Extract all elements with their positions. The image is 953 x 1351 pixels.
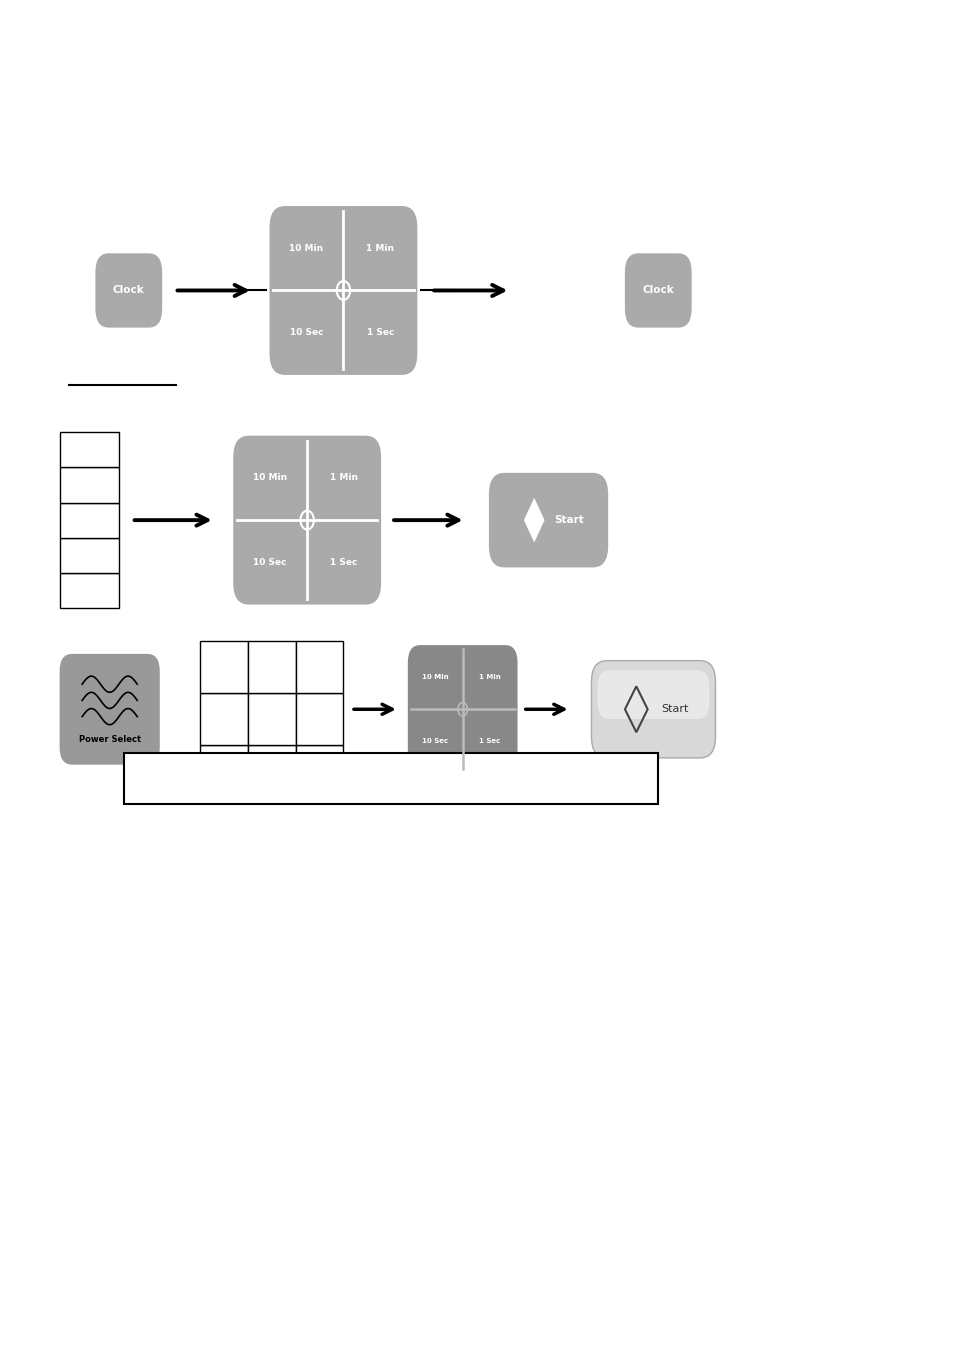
- FancyBboxPatch shape: [597, 670, 709, 719]
- Text: Start: Start: [660, 704, 687, 715]
- Text: Clock: Clock: [112, 285, 145, 296]
- Bar: [295, 640, 343, 693]
- Bar: [248, 693, 295, 744]
- FancyBboxPatch shape: [95, 253, 162, 328]
- Text: 10 Min: 10 Min: [253, 473, 287, 482]
- Bar: [124, 753, 658, 804]
- Polygon shape: [524, 499, 543, 542]
- Text: 10 Sec: 10 Sec: [290, 328, 323, 338]
- FancyBboxPatch shape: [488, 473, 607, 567]
- Bar: [60, 432, 119, 467]
- Bar: [200, 693, 248, 744]
- Text: Start: Start: [554, 515, 584, 526]
- Bar: [248, 744, 295, 797]
- Bar: [248, 640, 295, 693]
- Bar: [295, 744, 343, 797]
- Text: 1 Sec: 1 Sec: [479, 739, 500, 744]
- Text: 10 Min: 10 Min: [289, 243, 323, 253]
- Text: 10 Sec: 10 Sec: [422, 739, 448, 744]
- FancyBboxPatch shape: [60, 654, 159, 765]
- Bar: [295, 693, 343, 744]
- FancyBboxPatch shape: [407, 646, 517, 773]
- Bar: [200, 744, 248, 797]
- Bar: [60, 503, 119, 538]
- Bar: [200, 640, 248, 693]
- FancyBboxPatch shape: [591, 661, 715, 758]
- FancyBboxPatch shape: [233, 435, 380, 605]
- Text: 1 Sec: 1 Sec: [330, 558, 357, 567]
- Text: 1 Min: 1 Min: [330, 473, 357, 482]
- Bar: [60, 538, 119, 573]
- Bar: [60, 573, 119, 608]
- Text: Clock: Clock: [641, 285, 674, 296]
- Text: 1 Min: 1 Min: [366, 243, 394, 253]
- Text: Power Select: Power Select: [78, 735, 141, 743]
- FancyBboxPatch shape: [269, 205, 416, 374]
- Bar: [60, 467, 119, 503]
- Text: 1 Sec: 1 Sec: [366, 328, 394, 338]
- FancyBboxPatch shape: [624, 253, 691, 328]
- Text: 10 Sec: 10 Sec: [253, 558, 287, 567]
- Text: 10 Min: 10 Min: [421, 674, 448, 680]
- Text: 1 Min: 1 Min: [478, 674, 500, 680]
